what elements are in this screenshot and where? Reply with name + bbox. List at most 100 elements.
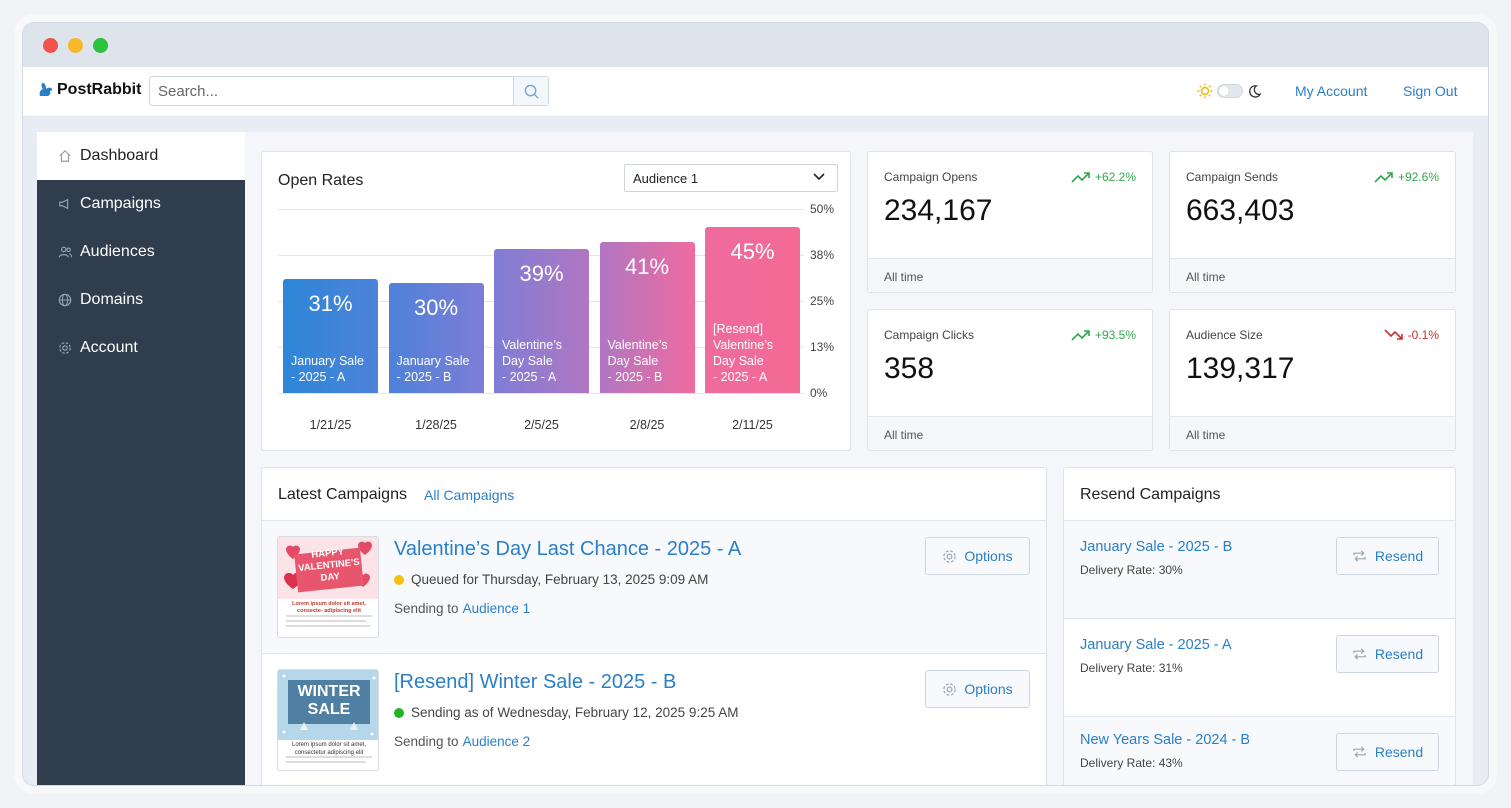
- sidebar-item-label: Domains: [80, 291, 144, 308]
- audience-select-value: Audience 1: [633, 171, 699, 186]
- y-tick-label: 0%: [810, 386, 828, 400]
- sidebar-item-campaigns[interactable]: Campaigns: [37, 180, 245, 228]
- chart-bar[interactable]: 39% Valentine’s Day Sale - 2025 - A: [494, 249, 589, 393]
- campaign-status-text: Sending as of Wednesday, February 12, 20…: [411, 705, 739, 720]
- latest-campaigns-panel: Latest Campaigns All Campaigns: [261, 467, 1047, 785]
- moon-icon: [1249, 84, 1262, 98]
- sidebar-item-audiences[interactable]: Audiences: [37, 228, 245, 276]
- search-box: [149, 76, 549, 106]
- open-rates-title: Open Rates: [278, 172, 364, 189]
- stat-footer: All time: [1170, 258, 1455, 292]
- x-tick-label: 1/21/25: [309, 418, 352, 432]
- theme-toggle[interactable]: [1217, 84, 1243, 98]
- campaign-row: HAPPY VALENTINE'S DAY Lorem ipsum dolor …: [262, 520, 1046, 653]
- status-indicator-icon: [394, 707, 404, 718]
- audience-select[interactable]: Audience 1: [624, 164, 838, 192]
- stat-card-campaign-opens: Campaign Opens +62.2% 234,167 All time: [867, 151, 1153, 293]
- resend-campaigns-title: Resend Campaigns: [1080, 486, 1221, 503]
- repeat-icon: [1353, 648, 1366, 660]
- campaign-status-text: Queued for Thursday, February 13, 2025 9…: [411, 572, 709, 587]
- minimize-window-button[interactable]: [68, 38, 83, 53]
- sign-out-link[interactable]: Sign Out: [1403, 83, 1458, 99]
- close-window-button[interactable]: [43, 38, 58, 53]
- campaign-title-link[interactable]: [Resend] Winter Sale - 2025 - B: [394, 671, 677, 693]
- resend-campaign-row: January Sale - 2025 - A Delivery Rate: 3…: [1064, 618, 1455, 716]
- stat-trend-value: +93.5%: [1094, 328, 1136, 342]
- thumbnail-caption: Lorem ipsum dolor sit amet, consecte- ad…: [292, 601, 366, 614]
- sidebar-item-label: Audiences: [80, 243, 155, 260]
- valentine-card-image: [278, 537, 378, 637]
- sending-to-label: Sending to: [394, 734, 459, 749]
- bar-value-label: 45%: [730, 239, 775, 265]
- chart-bar[interactable]: 45% [Resend] Valentine’s Day Sale - 2025 - A: [705, 227, 800, 393]
- gear-icon: [943, 682, 957, 696]
- stat-card-campaign-sends: Campaign Sends +92.6% 663,403 All time: [1169, 151, 1456, 293]
- sidebar-item-label: Account: [80, 339, 138, 356]
- stat-value: 234,167: [884, 194, 993, 227]
- megaphone-icon: [57, 196, 73, 212]
- chart-gridline: [278, 209, 804, 210]
- options-label: Options: [964, 681, 1013, 697]
- campaign-row: WINTER SALE Lorem ipsum dolor sit amet, …: [262, 653, 1046, 785]
- delivery-rate: Delivery Rate: 43%: [1080, 756, 1183, 770]
- sidebar-item-account[interactable]: Account: [37, 324, 245, 372]
- chart-bar[interactable]: 41% Valentine’s Day Sale - 2025 - B: [599, 242, 695, 393]
- trending-up-icon: [1071, 172, 1090, 183]
- status-indicator-icon: [394, 574, 404, 585]
- main-content: Dashboard Campaigns Audiences Domains Ac…: [37, 132, 1473, 785]
- campaign-sending-to: Sending to Audience 2: [394, 734, 530, 749]
- campaign-options-button[interactable]: Options: [925, 670, 1030, 708]
- campaign-thumbnail[interactable]: HAPPY VALENTINE'S DAY Lorem ipsum dolor …: [277, 536, 379, 638]
- my-account-link[interactable]: My Account: [1295, 83, 1368, 99]
- stat-trend: -0.1%: [1384, 328, 1439, 342]
- trending-down-icon: [1384, 329, 1403, 340]
- window-titlebar: [23, 23, 1488, 67]
- chart-gridline: [278, 393, 804, 394]
- stat-value: 358: [884, 352, 935, 385]
- sidebar-item-label: Dashboard: [80, 147, 159, 164]
- campaign-audience-link[interactable]: Audience 1: [462, 601, 531, 616]
- rabbit-icon: [39, 83, 53, 96]
- resend-button[interactable]: Resend: [1336, 635, 1439, 673]
- chevron-down-icon: [813, 173, 825, 181]
- sending-to-label: Sending to: [394, 601, 459, 616]
- resend-campaign-title-link[interactable]: January Sale - 2025 - B: [1080, 539, 1233, 555]
- trending-up-icon: [1071, 330, 1090, 341]
- resend-campaign-title-link[interactable]: January Sale - 2025 - A: [1080, 637, 1232, 653]
- campaign-status: Sending as of Wednesday, February 12, 20…: [394, 705, 738, 720]
- stat-trend-value: +92.6%: [1397, 170, 1439, 184]
- campaign-title-link[interactable]: Valentine’s Day Last Chance - 2025 - A: [394, 538, 742, 560]
- campaign-thumbnail[interactable]: WINTER SALE Lorem ipsum dolor sit amet, …: [277, 669, 379, 771]
- campaign-options-button[interactable]: Options: [925, 537, 1030, 575]
- chart-bar[interactable]: 30% January Sale - 2025 - B: [388, 282, 484, 393]
- resend-label: Resend: [1374, 646, 1424, 662]
- app-logo[interactable]: PostRabbit: [39, 81, 141, 99]
- resend-campaigns-panel: Resend Campaigns January Sale - 2025 - B…: [1063, 467, 1456, 785]
- sun-icon: [1197, 83, 1213, 99]
- bar-campaign-label: January Sale - 2025 - B: [396, 353, 470, 384]
- resend-button[interactable]: Resend: [1336, 537, 1439, 575]
- stat-footer: All time: [868, 258, 1152, 292]
- campaign-audience-link[interactable]: Audience 2: [462, 734, 531, 749]
- all-campaigns-link[interactable]: All Campaigns: [424, 487, 515, 503]
- maximize-window-button[interactable]: [93, 38, 108, 53]
- stat-trend: +93.5%: [1071, 328, 1136, 342]
- open-rates-panel: Open Rates Audience 1 50% 38% 25% 13% 0% 31% J…: [261, 151, 851, 451]
- search-button[interactable]: [513, 77, 548, 105]
- stat-trend: +62.2%: [1071, 170, 1136, 184]
- gear-icon: [943, 549, 957, 563]
- sidebar-item-domains[interactable]: Domains: [37, 276, 245, 324]
- resend-button[interactable]: Resend: [1336, 733, 1439, 771]
- stat-footer: All time: [868, 416, 1152, 450]
- x-tick-label: 2/11/25: [732, 418, 773, 432]
- thumbnail-caption: Lorem ipsum dolor sit amet, consectetur …: [291, 742, 367, 756]
- resend-campaign-title-link[interactable]: New Years Sale - 2024 - B: [1080, 732, 1251, 748]
- y-tick-label: 50%: [810, 202, 835, 216]
- bar-campaign-label: Valentine’s Day Sale - 2025 - A: [502, 337, 562, 384]
- y-tick-label: 25%: [810, 294, 835, 308]
- search-input[interactable]: [150, 77, 512, 105]
- trending-up-icon: [1374, 172, 1393, 183]
- chart-bar[interactable]: 31% January Sale - 2025 - A: [283, 278, 378, 393]
- sidebar-item-dashboard[interactable]: Dashboard: [37, 132, 245, 180]
- resend-campaign-row: New Years Sale - 2024 - B Delivery Rate:…: [1064, 716, 1455, 785]
